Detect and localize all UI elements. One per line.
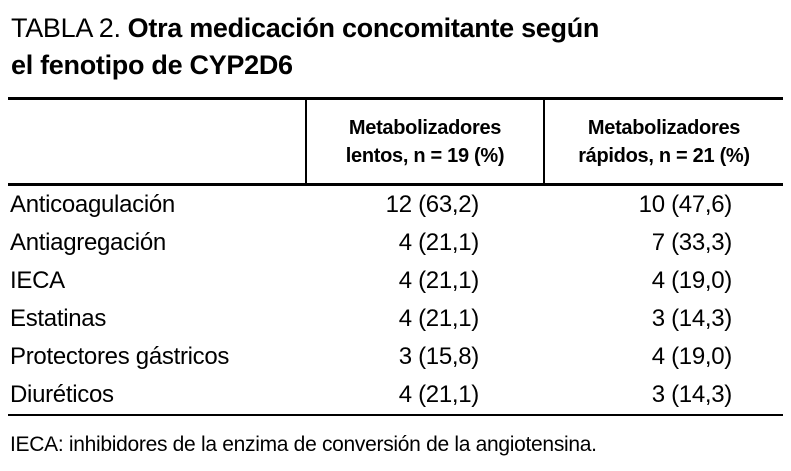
concomitant-medication-table: Metabolizadores lentos, n = 19 (%) Metab… xyxy=(8,97,783,458)
header-fast-line1: Metabolizadores xyxy=(587,116,741,139)
header-slow-line2: lentos, n = 19 (%) xyxy=(345,144,505,167)
row-value-slow: 4 (21,1) xyxy=(398,267,480,294)
header-slow-line1: Metabolizadores xyxy=(348,116,502,139)
row-label: Protectores gástricos xyxy=(10,343,230,370)
row-value-slow: 4 (21,1) xyxy=(398,229,480,256)
row-label: Estatinas xyxy=(10,305,107,332)
row-value-fast: 4 (19,0) xyxy=(651,343,733,370)
row-value-slow: 3 (15,8) xyxy=(398,343,480,370)
table-number: TABLA 2. xyxy=(11,13,121,43)
table-caption-line2: el fenotipo de CYP2D6 xyxy=(11,50,293,80)
row-label: IECA xyxy=(10,267,65,294)
header-cell-empty xyxy=(8,100,305,183)
row-value-slow: 4 (21,1) xyxy=(398,381,480,408)
table-row: IECA 4 (21,1) 4 (19,0) xyxy=(8,262,783,300)
row-value-fast: 10 (47,6) xyxy=(638,191,733,218)
table-row: Antiagregación 4 (21,1) 7 (33,3) xyxy=(8,224,783,262)
header-cell-slow-metabolizers: Metabolizadores lentos, n = 19 (%) xyxy=(305,100,543,183)
table-title-line1: TABLA 2. Otra medicación concomitante seg… xyxy=(11,10,783,47)
row-label: Anticoagulación xyxy=(10,191,175,218)
header-fast-line2: rápidos, n = 21 (%) xyxy=(578,144,750,167)
row-value-fast: 3 (14,3) xyxy=(651,381,733,408)
row-value-fast: 3 (14,3) xyxy=(651,305,733,332)
table-row: Protectores gástricos 3 (15,8) 4 (19,0) xyxy=(8,338,783,376)
table-row: Diuréticos 4 (21,1) 3 (14,3) xyxy=(8,376,783,414)
table-header-row: Metabolizadores lentos, n = 19 (%) Metab… xyxy=(8,97,783,186)
row-label: Diuréticos xyxy=(10,381,114,408)
row-value-fast: 7 (33,3) xyxy=(651,229,733,256)
table-row: Estatinas 4 (21,1) 3 (14,3) xyxy=(8,300,783,338)
row-label: Antiagregación xyxy=(10,229,166,256)
row-value-fast: 4 (19,0) xyxy=(651,267,733,294)
table-body: Anticoagulación 12 (63,2) 10 (47,6) Anti… xyxy=(8,186,783,416)
row-value-slow: 4 (21,1) xyxy=(398,305,480,332)
row-value-slow: 12 (63,2) xyxy=(385,191,480,218)
header-cell-fast-metabolizers: Metabolizadores rápidos, n = 21 (%) xyxy=(543,100,783,183)
table-footnote: IECA: inhibidores de la enzima de conver… xyxy=(10,433,597,456)
table-row: Anticoagulación 12 (63,2) 10 (47,6) xyxy=(8,186,783,224)
table-title: TABLA 2. Otra medicación concomitante seg… xyxy=(11,10,783,84)
table-caption-line1: Otra medicación concomitante según xyxy=(127,13,600,43)
